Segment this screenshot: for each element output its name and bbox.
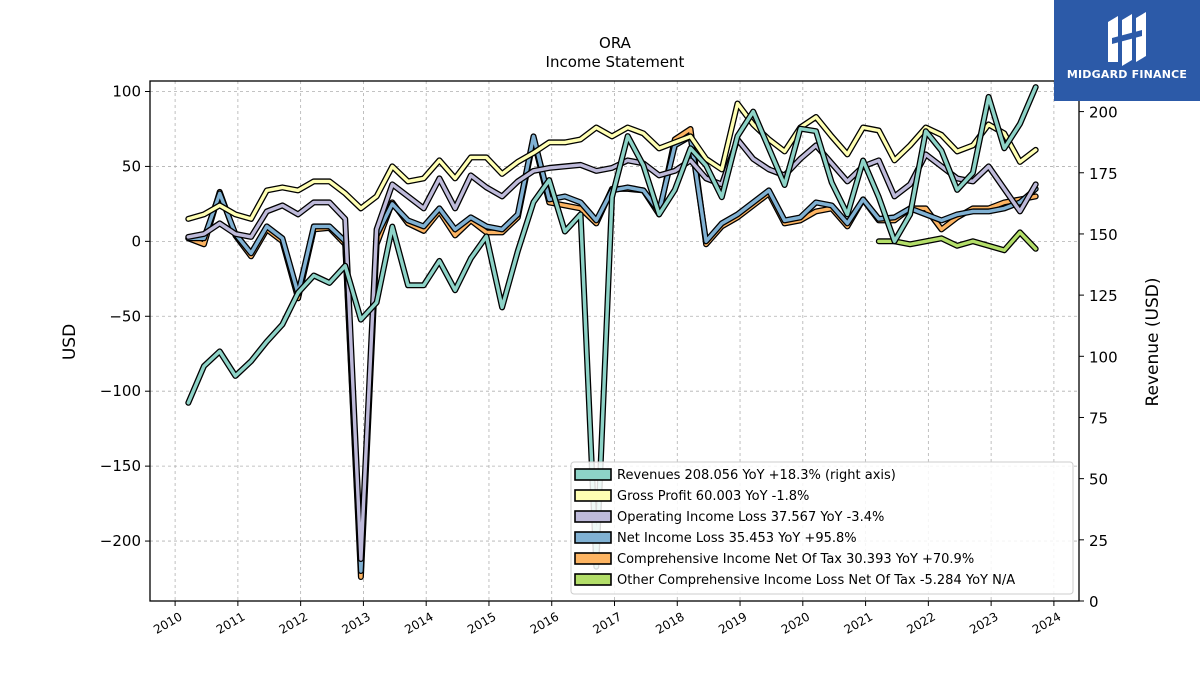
x-tick-label: 2017 (591, 609, 624, 636)
logo-text: MIDGARD FINANCE (1066, 68, 1188, 81)
series-layer (185, 84, 1039, 580)
chart-subtitle: Income Statement (546, 53, 685, 71)
left-axis: 100 50 0 −50 −100 −150 −200 (100, 82, 150, 550)
right-tick-label: 100 (1089, 348, 1118, 366)
right-tick-label: 200 (1089, 104, 1118, 122)
series-line (186, 85, 1038, 569)
series-line (186, 101, 1038, 221)
legend-swatch (574, 468, 612, 481)
legend-label: Net Income Loss 35.453 YoY +95.8% (617, 531, 857, 546)
x-tick-label: 2012 (277, 609, 310, 636)
series-line (877, 230, 1038, 253)
legend: Revenues 208.056 YoY +18.3% (right axis)… (570, 461, 1074, 595)
right-tick-label: 25 (1089, 532, 1108, 550)
left-tick-label: −50 (109, 307, 141, 325)
x-axis: 2010 2011 2012 2013 2014 2015 2016 2017 2018 2019… (151, 601, 1063, 637)
left-axis-label: USD (60, 324, 80, 360)
legend-item: Revenues 208.056 YoY +18.3% (right axis) (574, 468, 896, 483)
left-tick-label: −150 (100, 457, 141, 475)
series-revenues (185, 84, 1039, 570)
legend-swatch (574, 552, 612, 565)
series-gross-profit (185, 100, 1039, 222)
x-tick-label: 2011 (214, 609, 247, 636)
x-tick-label: 2016 (528, 609, 561, 636)
x-tick-label: 2024 (1030, 609, 1063, 636)
right-tick-label: 50 (1089, 471, 1108, 489)
left-tick-label: 0 (131, 232, 141, 250)
left-tick-label: 100 (112, 82, 141, 100)
legend-box (570, 461, 1074, 595)
legend-swatch (574, 531, 612, 544)
legend-item: Operating Income Loss 37.567 YoY -3.4% (574, 510, 884, 525)
legend-label: Other Comprehensive Income Loss Net Of T… (617, 573, 1015, 588)
x-tick-label: 2010 (151, 609, 184, 636)
left-tick-label: −100 (100, 382, 141, 400)
midgard-finance-logo: MIDGARD FINANCE (1054, 0, 1200, 101)
legend-label: Comprehensive Income Net Of Tax 30.393 Y… (617, 552, 974, 567)
right-tick-label: 175 (1089, 165, 1118, 183)
legend-label: Operating Income Loss 37.567 YoY -3.4% (617, 510, 884, 525)
right-tick-label: 75 (1089, 409, 1108, 427)
x-tick-label: 2014 (402, 609, 435, 636)
legend-item: Comprehensive Income Net Of Tax 30.393 Y… (574, 552, 974, 567)
right-tick-label: 125 (1089, 287, 1118, 305)
legend-swatch (574, 573, 612, 586)
series-other-comprehensive-income-loss-net-of-tax (875, 229, 1039, 254)
legend-item: Gross Profit 60.003 YoY -1.8% (574, 489, 809, 504)
legend-label: Gross Profit 60.003 YoY -1.8% (617, 489, 809, 504)
x-tick-label: 2021 (842, 609, 875, 636)
series-operating-income-loss (185, 136, 1039, 562)
x-tick-label: 2022 (904, 609, 937, 636)
logo-mark-icon (1108, 12, 1146, 66)
x-tick-label: 2020 (779, 609, 812, 636)
right-tick-label: 150 (1089, 226, 1118, 244)
legend-swatch (574, 510, 612, 523)
x-tick-label: 2013 (339, 609, 372, 636)
right-tick-label: 0 (1089, 593, 1099, 611)
x-tick-label: 2015 (465, 609, 498, 636)
legend-swatch (574, 489, 612, 502)
x-tick-label: 2023 (967, 609, 1000, 636)
legend-item: Other Comprehensive Income Loss Net Of T… (574, 573, 1015, 588)
right-axis: 0 25 50 75 100 125 150 175 200 (1079, 104, 1118, 611)
x-tick-label: 2019 (716, 609, 749, 636)
left-tick-label: −200 (100, 532, 141, 550)
x-tick-label: 2018 (653, 609, 686, 636)
left-tick-label: 50 (122, 157, 141, 175)
right-axis-label: Revenue (USD) (1143, 277, 1163, 406)
chart-title: ORA (599, 34, 632, 52)
series-line (186, 137, 1038, 561)
legend-label: Revenues 208.056 YoY +18.3% (right axis) (617, 468, 896, 483)
legend-item: Net Income Loss 35.453 YoY +95.8% (574, 531, 857, 546)
